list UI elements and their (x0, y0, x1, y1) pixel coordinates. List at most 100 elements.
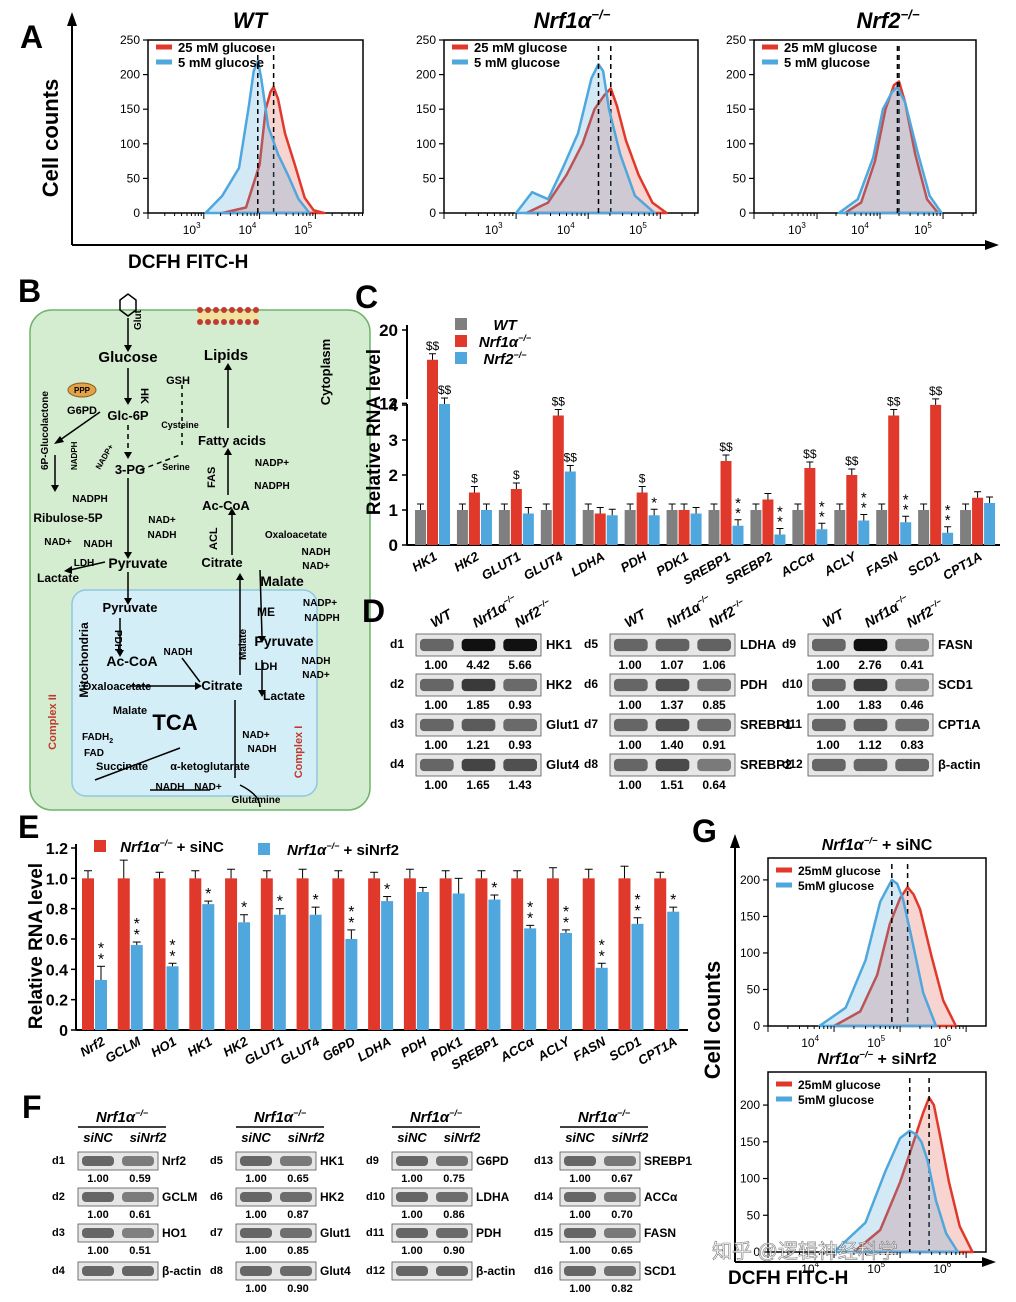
cofactor-nad-4: NAD+ (302, 670, 330, 681)
significance-mark: $$ (887, 395, 901, 409)
lane-header: WT (428, 605, 456, 630)
blot-row-id: d16 (534, 1265, 553, 1277)
panel-f: F Nrf1α−/− siNC siNrf2 d1 Nrf2 1.00 0.59 d2 GCLM… (22, 1089, 692, 1295)
panel-b-letter: B (18, 273, 41, 309)
blot-band (564, 1265, 596, 1277)
blot-row-id: d9 (782, 637, 796, 651)
lipid-membrane-icon (197, 307, 259, 325)
lane-header: siNC (83, 1130, 113, 1145)
node-glucose: Glucose (98, 349, 157, 366)
node-glc6p: Glc-6P (107, 408, 149, 423)
blot-band (812, 758, 846, 772)
cofactor-nadph-1: NADPH (70, 441, 79, 470)
bar-SREBP1-0 (708, 510, 720, 545)
blot-quant: 1.00 (87, 1209, 108, 1221)
lane-header: siNrf2 (444, 1130, 482, 1145)
blot-quant: 0.75 (443, 1173, 464, 1185)
y-tick-label: 150 (726, 102, 746, 116)
significance-mark: $$ (803, 447, 817, 461)
bar-PDK1-2 (690, 513, 702, 545)
x-tick-label: CPT1A (940, 549, 984, 583)
bar-GLUT4-0 (296, 878, 309, 1030)
y-tick-label: 4 (389, 396, 399, 415)
significance-mark: * (563, 904, 569, 921)
blot-quant: 1.00 (618, 658, 642, 672)
x-tick-label: 103 (183, 221, 201, 237)
blot-quant: 1.40 (660, 738, 684, 752)
bar-SREBP1-0 (475, 878, 488, 1030)
legend-label: Nrf1α−/− + siNrf2 (287, 841, 399, 859)
blot-band (280, 1265, 312, 1277)
glucose-molecule-icon (119, 293, 137, 317)
axis-break (401, 399, 413, 404)
blot-row-id: d14 (534, 1191, 554, 1203)
blot-row-id: d9 (366, 1155, 379, 1167)
blot-band (396, 1227, 428, 1239)
lane-header: siNC (397, 1130, 427, 1145)
blot-group-header: Nrf1α−/− (578, 1108, 631, 1126)
y-tick-label: 200 (740, 1098, 760, 1112)
blot-quant: 0.90 (287, 1283, 308, 1295)
cofactor-nadp-3: NADP+ (303, 598, 337, 609)
bar-HK2-2 (480, 510, 492, 545)
blot-protein-label: HK2 (546, 677, 572, 692)
blot-band (564, 1191, 596, 1203)
x-tick-label: 105 (867, 1034, 885, 1050)
x-tick-label: PDH (398, 1033, 430, 1060)
blot-band (697, 718, 731, 732)
blot-band (280, 1191, 312, 1203)
blot-band (122, 1155, 154, 1167)
blot-band (604, 1155, 636, 1167)
blot-quant: 1.00 (245, 1283, 266, 1295)
panel-g-letter: G (692, 813, 717, 849)
legend-swatch (94, 840, 106, 852)
blot-band (564, 1227, 596, 1239)
blot-row-id: d7 (584, 717, 598, 731)
significance-mark: * (735, 495, 741, 512)
x-tick-label: CPT1A (635, 1034, 679, 1068)
node-fatty-acids: Fatty acids (198, 433, 266, 448)
bar-SCD1-2 (942, 532, 954, 545)
significance-mark: * (491, 880, 497, 897)
blot-quant: 0.85 (287, 1245, 308, 1257)
subplot-title: Nrf1α−/− (534, 7, 611, 33)
x-tick-label: 103 (788, 221, 806, 237)
y-tick-label: 50 (423, 171, 437, 185)
blot-row-id: d7 (210, 1227, 223, 1239)
cytoplasm-label: Cytoplasm (318, 339, 333, 405)
blot-band (82, 1155, 114, 1167)
blot-quant: 1.00 (424, 778, 448, 792)
significance-mark: $$ (929, 384, 943, 398)
blot-band (122, 1191, 154, 1203)
blot-row-id: d6 (584, 677, 598, 691)
bar-SCD1-0 (618, 878, 631, 1030)
blot-band (614, 638, 648, 652)
bar-LDHA-1 (381, 901, 394, 1030)
blot-row-id: d15 (534, 1227, 553, 1239)
blot-quant: 1.00 (245, 1245, 266, 1257)
y-tick-label: 0.4 (46, 962, 68, 979)
x-tick-label: HK2 (451, 548, 482, 574)
blot-quant: 0.51 (129, 1245, 150, 1257)
node-oxaloacetate-1: Oxaloacetate (265, 530, 328, 541)
significance-mark: * (599, 937, 605, 954)
bar-HK2-1 (468, 492, 480, 545)
bar-ACCα-0 (792, 510, 804, 545)
blot-quant: 1.00 (618, 698, 642, 712)
x-tick-label: PDH (618, 548, 650, 575)
bar-HK2-0 (456, 510, 468, 545)
node-malate-1: Malate (260, 573, 304, 589)
blot-quant: 1.37 (660, 698, 684, 712)
blot-quant: 0.65 (611, 1245, 632, 1257)
bar-ACLY-2 (858, 520, 870, 545)
blot-band (853, 678, 888, 692)
x-tick-label: GLUT4 (278, 1033, 323, 1068)
blot-band (436, 1265, 468, 1277)
bar-SREBP1-2 (732, 525, 744, 545)
bar-FASN-1 (595, 967, 608, 1030)
bar-ACCα-0 (511, 878, 524, 1030)
bar-HK1-1 (427, 359, 438, 545)
legend-label: 5mM glucose (798, 879, 874, 893)
x-tick-label: 105 (867, 1260, 885, 1276)
